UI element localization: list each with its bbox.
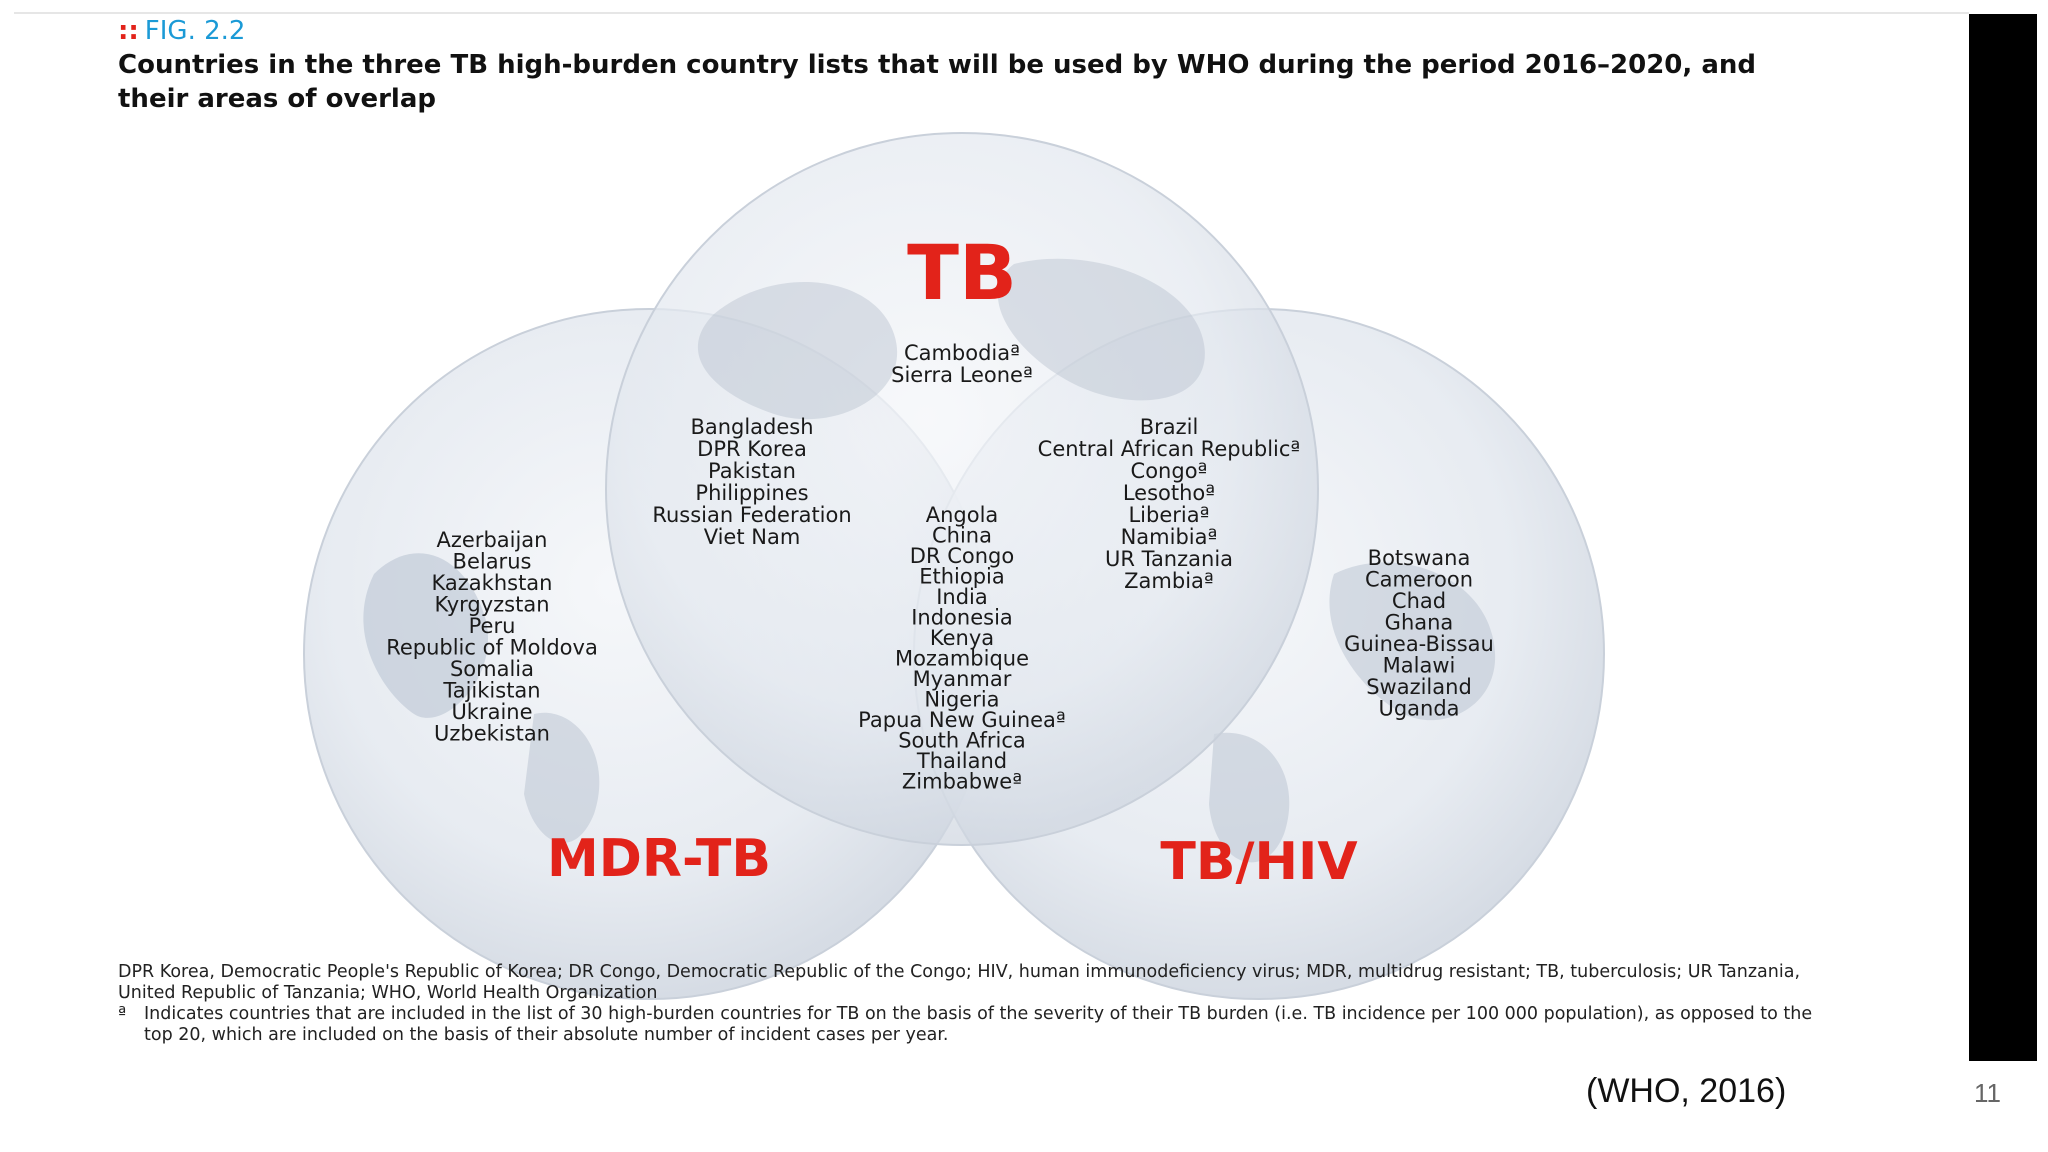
- country-label: Thailand: [916, 749, 1007, 773]
- figure-notes: DPR Korea, Democratic People's Republic …: [118, 962, 1838, 1046]
- country-label: Nigeria: [924, 688, 999, 712]
- country-label: Ukraine: [451, 700, 532, 724]
- country-label: China: [932, 524, 992, 548]
- country-label: Namibiaª: [1121, 525, 1218, 549]
- country-label: Zambiaª: [1124, 569, 1214, 593]
- country-label: Myanmar: [913, 667, 1012, 691]
- country-label: Ethiopia: [919, 565, 1005, 589]
- footnote-text: Indicates countries that are included in…: [144, 1004, 1813, 1045]
- country-label: Congoª: [1131, 459, 1208, 483]
- figure-image: :: FIG. 2.2 Countries in the three TB hig…: [14, 14, 1969, 1061]
- slide-top-rule: [14, 12, 1969, 15]
- country-label: Guinea-Bissau: [1344, 632, 1494, 656]
- country-label: Peru: [469, 614, 516, 638]
- country-label: DPR Korea: [697, 437, 807, 461]
- country-label: Botswana: [1368, 546, 1471, 570]
- country-label: Ghana: [1385, 611, 1454, 635]
- country-label: Cambodiaª: [904, 341, 1020, 365]
- country-label: Cameroon: [1365, 568, 1473, 592]
- page-number: 11: [1974, 1078, 2001, 1108]
- country-label: Bangladesh: [690, 415, 813, 439]
- country-label: Pakistan: [708, 459, 796, 483]
- slide-side-bar: [1969, 14, 2037, 1061]
- set-label-mdr-tb: MDR-TB: [547, 829, 771, 889]
- region-hiv-only: BotswanaCameroonChadGhanaGuinea-BissauMa…: [1344, 546, 1494, 721]
- region-mdr-only: AzerbaijanBelarusKazakhstanKyrgyzstanPer…: [386, 528, 598, 746]
- country-label: Malawi: [1383, 654, 1456, 678]
- country-label: Philippines: [695, 481, 808, 505]
- country-label: Zimbabweª: [902, 770, 1022, 794]
- country-label: Papua New Guineaª: [858, 708, 1066, 732]
- footnote-mark: ª: [118, 1004, 127, 1024]
- country-label: Sierra Leoneª: [891, 363, 1033, 387]
- country-label: Azerbaijan: [437, 528, 548, 552]
- country-label: Chad: [1392, 589, 1446, 613]
- country-label: Liberiaª: [1128, 503, 1209, 527]
- country-label: Kenya: [930, 626, 994, 650]
- country-label: Uganda: [1378, 697, 1459, 721]
- figure-number: FIG. 2.2: [144, 16, 246, 46]
- country-label: Viet Nam: [704, 525, 801, 549]
- country-label: Indonesia: [911, 606, 1013, 630]
- figure-label-marker: ::: [118, 16, 139, 46]
- figure-title: Countries in the three TB high-burden co…: [118, 50, 1756, 114]
- country-label: South Africa: [898, 729, 1026, 753]
- figure-label: :: FIG. 2.2: [118, 16, 245, 46]
- country-label: Kazakhstan: [432, 571, 553, 595]
- country-label: Uzbekistan: [434, 722, 550, 746]
- citation: (WHO, 2016): [1586, 1072, 1787, 1110]
- country-label: Central African Republicª: [1038, 437, 1301, 461]
- country-label: Russian Federation: [652, 503, 851, 527]
- country-label: Tajikistan: [442, 679, 540, 703]
- country-label: Swaziland: [1366, 675, 1472, 699]
- country-label: Republic of Moldova: [386, 636, 598, 660]
- country-label: Angola: [926, 503, 999, 527]
- set-label-tb: TB: [907, 228, 1017, 317]
- country-label: DR Congo: [910, 544, 1014, 568]
- footnote: ª Indicates countries that are included …: [118, 1004, 1838, 1046]
- country-label: Kyrgyzstan: [434, 593, 549, 617]
- set-label-tb-hiv: TB/HIV: [1160, 832, 1357, 892]
- country-label: Belarus: [453, 550, 532, 574]
- country-label: India: [936, 585, 988, 609]
- country-label: Lesothoª: [1123, 481, 1215, 505]
- country-label: Somalia: [450, 657, 534, 681]
- circle-tb: [605, 132, 1319, 846]
- country-label: Brazil: [1140, 415, 1199, 439]
- abbreviations-note: DPR Korea, Democratic People's Republic …: [118, 962, 1801, 1003]
- country-label: Mozambique: [895, 647, 1029, 671]
- country-label: UR Tanzania: [1105, 547, 1233, 571]
